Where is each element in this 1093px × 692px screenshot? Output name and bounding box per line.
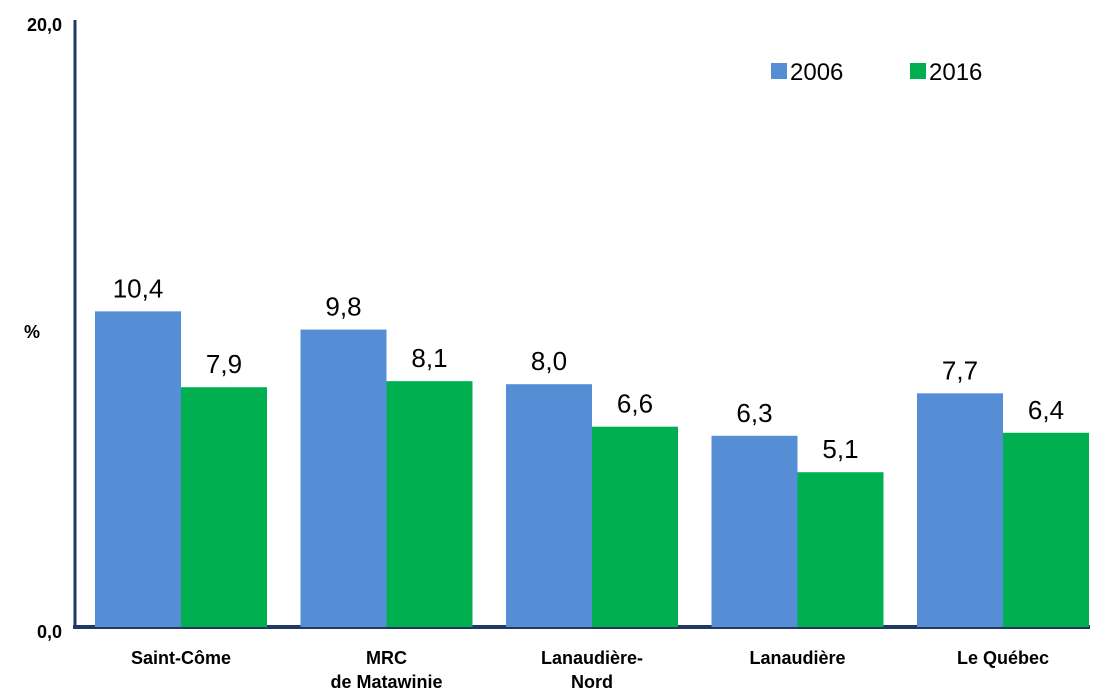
bars-group — [95, 311, 1089, 627]
legend-swatch-2006 — [771, 63, 787, 79]
category-labels-group: Saint-Côme MRC de Matawinie Lanaudière- Nord… — [131, 648, 1049, 692]
y-tick-label-min: 0,0 — [37, 622, 62, 642]
category-label-2-line0: Lanaudière- — [541, 648, 643, 668]
data-label-2006-3: 6,3 — [736, 398, 772, 428]
category-label-0: Saint-Côme — [131, 648, 231, 668]
legend-swatch-2016 — [910, 63, 926, 79]
data-label-2016-3: 5,1 — [822, 434, 858, 464]
data-label-2016-1: 8,1 — [411, 343, 447, 373]
bar-2016-3 — [797, 472, 884, 627]
y-tick-label-max: 20,0 — [27, 15, 62, 35]
data-label-2016-0: 7,9 — [206, 349, 242, 379]
bar-2016-0 — [181, 387, 267, 627]
data-labels-group: 10,4 9,8 8,0 6,3 7,7 7,9 8,1 6,6 5,1 6,4 — [113, 273, 1064, 464]
bar-2006-0 — [95, 311, 181, 627]
category-label-1-line0: MRC — [366, 648, 407, 668]
legend-label-2016: 2016 — [929, 59, 982, 86]
bar-2006-2 — [506, 384, 592, 627]
bar-2016-2 — [592, 426, 678, 627]
bar-2016-4 — [1003, 432, 1089, 627]
legend: 2006 2016 — [771, 59, 982, 86]
data-label-2016-2: 6,6 — [617, 389, 653, 419]
data-label-2006-1: 9,8 — [325, 292, 361, 322]
category-label-2-line1: Nord — [571, 672, 613, 692]
bar-2006-3 — [711, 435, 798, 627]
data-label-2006-2: 8,0 — [531, 346, 567, 376]
legend-label-2006: 2006 — [790, 59, 843, 86]
y-axis-label: % — [24, 322, 40, 342]
category-label-4: Le Québec — [957, 648, 1049, 668]
data-label-2016-4: 6,4 — [1028, 395, 1064, 425]
category-label-3: Lanaudière — [749, 648, 845, 668]
category-label-1-line1: de Matawinie — [330, 672, 442, 692]
bar-2016-1 — [386, 381, 473, 627]
data-label-2006-0: 10,4 — [113, 273, 164, 303]
data-label-2006-4: 7,7 — [942, 355, 978, 385]
bar-2006-1 — [300, 329, 387, 627]
bar-2006-4 — [917, 393, 1003, 627]
